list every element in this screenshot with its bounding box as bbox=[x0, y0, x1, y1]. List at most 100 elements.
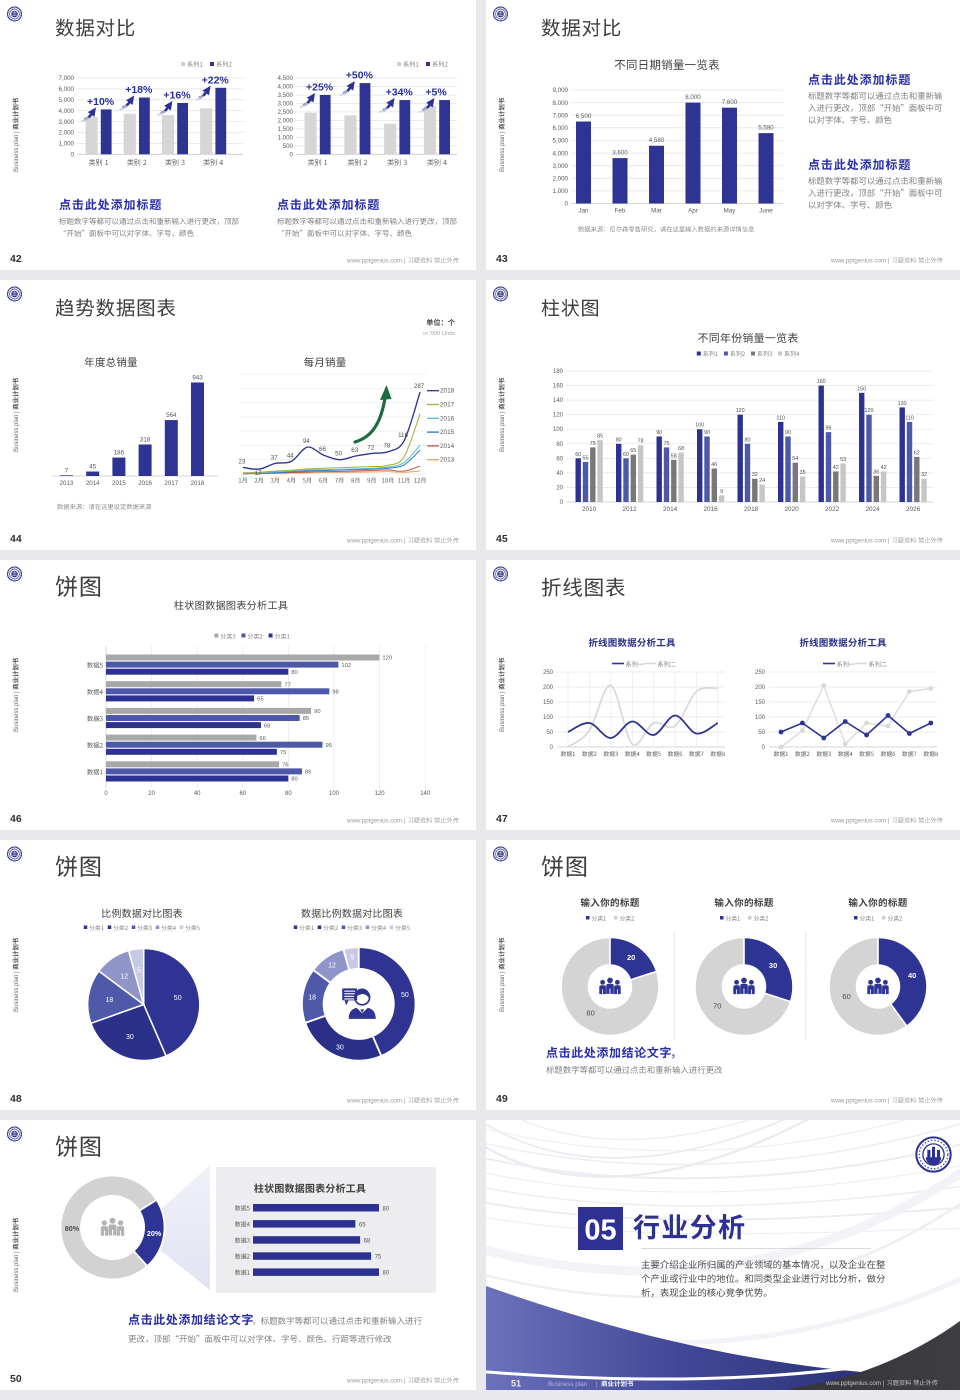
svg-text:2016: 2016 bbox=[138, 480, 152, 487]
svg-text:20: 20 bbox=[627, 953, 635, 962]
svg-text:7,600: 7,600 bbox=[722, 99, 738, 106]
svg-text:77: 77 bbox=[284, 682, 290, 688]
svg-text:4,580: 4,580 bbox=[649, 137, 665, 144]
svg-text:5: 5 bbox=[350, 955, 354, 962]
svg-text:2016: 2016 bbox=[440, 415, 455, 422]
svg-text:6,000: 6,000 bbox=[553, 125, 569, 132]
svg-text:Feb: Feb bbox=[615, 208, 626, 215]
svg-text:51: 51 bbox=[511, 1379, 521, 1389]
svg-text:32: 32 bbox=[752, 472, 758, 478]
svg-text:94: 94 bbox=[303, 438, 310, 445]
svg-text:3,500: 3,500 bbox=[278, 92, 294, 99]
svg-text:05: 05 bbox=[584, 1215, 616, 1247]
svg-text:55: 55 bbox=[583, 456, 589, 462]
svg-text:80%: 80% bbox=[65, 1224, 80, 1233]
svg-text:43: 43 bbox=[496, 253, 508, 265]
svg-text:318: 318 bbox=[140, 437, 151, 444]
svg-text:160: 160 bbox=[817, 379, 826, 385]
svg-text:12: 12 bbox=[328, 963, 336, 970]
svg-text:0: 0 bbox=[565, 201, 569, 208]
svg-text:250: 250 bbox=[755, 670, 766, 676]
svg-text:+34%: +34% bbox=[386, 87, 414, 99]
svg-text:80: 80 bbox=[383, 1271, 390, 1277]
svg-text:May: May bbox=[724, 208, 737, 215]
svg-text:78: 78 bbox=[638, 439, 644, 445]
svg-text:40: 40 bbox=[556, 471, 563, 477]
svg-text:66: 66 bbox=[259, 736, 265, 742]
svg-text:46: 46 bbox=[711, 462, 717, 468]
svg-text:Business plan |: Business plan | bbox=[14, 411, 20, 452]
svg-text:60: 60 bbox=[556, 456, 563, 462]
svg-text:46: 46 bbox=[10, 813, 22, 825]
svg-text:110: 110 bbox=[905, 415, 914, 421]
svg-text:1,000: 1,000 bbox=[59, 141, 75, 148]
svg-text:80: 80 bbox=[616, 437, 622, 443]
svg-text:943: 943 bbox=[192, 375, 203, 382]
svg-text:98: 98 bbox=[332, 690, 338, 696]
svg-text:90: 90 bbox=[785, 430, 791, 436]
svg-text:42: 42 bbox=[10, 253, 22, 265]
svg-text:+22%: +22% bbox=[202, 74, 230, 86]
svg-text:2013: 2013 bbox=[60, 480, 74, 487]
svg-text:4,000: 4,000 bbox=[553, 150, 569, 157]
svg-text:80: 80 bbox=[285, 791, 292, 797]
svg-text:2015: 2015 bbox=[112, 480, 126, 487]
svg-text:76: 76 bbox=[282, 763, 288, 769]
svg-text:68: 68 bbox=[364, 1239, 371, 1245]
svg-text:+50%: +50% bbox=[346, 70, 374, 82]
svg-text:Mar: Mar bbox=[651, 208, 662, 215]
svg-text:42: 42 bbox=[881, 465, 887, 471]
svg-text:90: 90 bbox=[314, 709, 320, 715]
svg-text:75: 75 bbox=[664, 441, 670, 447]
svg-text:250: 250 bbox=[543, 670, 554, 676]
svg-text:2018: 2018 bbox=[191, 480, 205, 487]
svg-text:30: 30 bbox=[769, 961, 777, 970]
svg-text:www.pptgenius.com |: www.pptgenius.com | bbox=[830, 1098, 890, 1105]
svg-text:90: 90 bbox=[704, 430, 710, 436]
svg-text:0: 0 bbox=[560, 500, 564, 506]
svg-text:Business plan |: Business plan | bbox=[14, 131, 20, 172]
svg-text:18: 18 bbox=[308, 994, 316, 1001]
svg-text:Apr: Apr bbox=[688, 208, 698, 215]
svg-text:Business plan |: Business plan | bbox=[14, 691, 20, 732]
svg-text:53: 53 bbox=[840, 457, 846, 463]
svg-text:9: 9 bbox=[720, 489, 723, 495]
svg-text:Business plan |: Business plan | bbox=[14, 971, 20, 1012]
svg-text:150: 150 bbox=[755, 700, 766, 706]
svg-text:4,000: 4,000 bbox=[278, 84, 294, 91]
svg-text:63: 63 bbox=[351, 447, 358, 454]
svg-text:6,500: 6,500 bbox=[576, 113, 592, 120]
svg-text:4,500: 4,500 bbox=[278, 75, 294, 82]
svg-text:2013: 2013 bbox=[440, 457, 455, 464]
svg-text:www.pptgenius.com |: www.pptgenius.com | bbox=[346, 1098, 406, 1105]
svg-text:35: 35 bbox=[800, 470, 806, 476]
svg-text:www.pptgenius.com |: www.pptgenius.com | bbox=[346, 818, 406, 825]
svg-text:70: 70 bbox=[713, 1001, 721, 1010]
svg-text:68: 68 bbox=[264, 723, 270, 729]
svg-text:Business plan |: Business plan | bbox=[500, 411, 506, 452]
svg-text:+16%: +16% bbox=[163, 90, 191, 102]
svg-text:+5%: +5% bbox=[425, 87, 447, 99]
svg-text:120: 120 bbox=[553, 413, 564, 419]
svg-text:58: 58 bbox=[671, 453, 677, 459]
svg-text:500: 500 bbox=[283, 143, 294, 150]
svg-text:32: 32 bbox=[921, 472, 927, 478]
svg-text:1,000: 1,000 bbox=[278, 135, 294, 142]
svg-text:+25%: +25% bbox=[306, 82, 334, 94]
svg-text:50: 50 bbox=[174, 995, 182, 1002]
svg-text:50: 50 bbox=[401, 992, 409, 999]
svg-text:40: 40 bbox=[194, 791, 201, 797]
svg-text:12: 12 bbox=[120, 973, 128, 980]
svg-text:49: 49 bbox=[496, 1093, 508, 1105]
svg-text:36: 36 bbox=[873, 469, 879, 475]
svg-text:180: 180 bbox=[553, 369, 564, 375]
svg-text:47: 47 bbox=[496, 813, 508, 825]
svg-text:0: 0 bbox=[762, 745, 766, 751]
svg-text:140: 140 bbox=[420, 791, 431, 797]
svg-text:120: 120 bbox=[865, 408, 874, 414]
svg-text:2018: 2018 bbox=[440, 388, 455, 395]
svg-text:102: 102 bbox=[341, 663, 351, 669]
svg-text:72: 72 bbox=[367, 444, 374, 451]
svg-text:18: 18 bbox=[106, 997, 114, 1004]
svg-text:20: 20 bbox=[556, 485, 563, 491]
